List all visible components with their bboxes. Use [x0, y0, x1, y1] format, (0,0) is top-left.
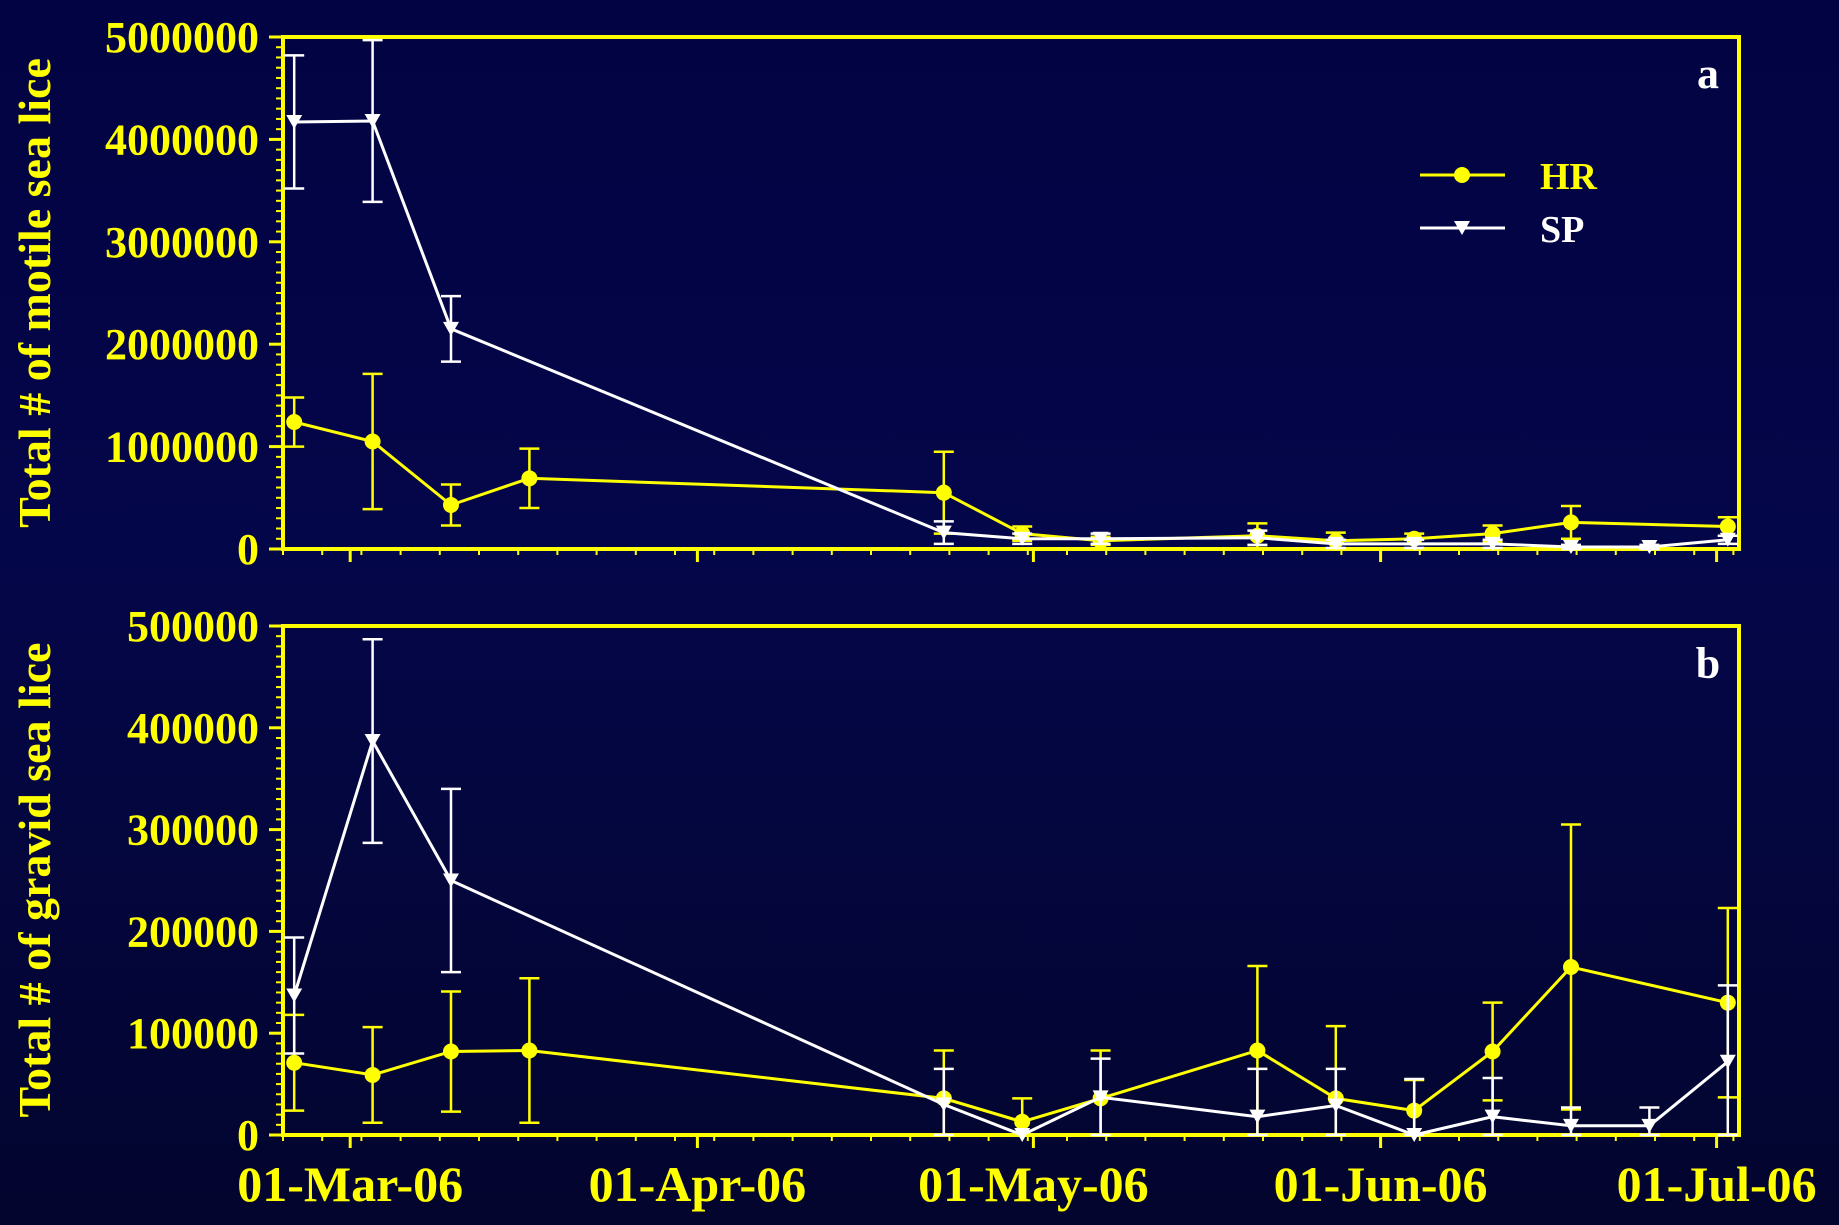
- hr-point: [521, 1042, 538, 1059]
- panel-a-y-ticks: [269, 35, 283, 551]
- sp-point: [443, 873, 459, 888]
- y-tick-label: 2000000: [105, 320, 259, 369]
- sp-point: [1092, 531, 1109, 546]
- sp-line: [292, 737, 1729, 1137]
- x-tick-label: 01-Jul-06: [1617, 1156, 1817, 1212]
- hr-point: [1484, 1043, 1501, 1060]
- sp-point: [1484, 1109, 1501, 1124]
- series-hr: [284, 372, 1738, 551]
- sp-point: [1719, 532, 1736, 547]
- legend-hr-marker: [1454, 167, 1470, 183]
- sp-point: [364, 113, 381, 128]
- panel-b-y-ticks: [269, 624, 283, 1137]
- sp-point: [1406, 1128, 1423, 1142]
- y-tick-label: 1000000: [105, 423, 259, 472]
- sp-point: [1327, 1098, 1344, 1113]
- hr-point: [1249, 1042, 1266, 1059]
- x-tick-label: 01-Jun-06: [1274, 1156, 1488, 1212]
- hr-line: [293, 965, 1729, 1124]
- panel-a-y-axis-label: Total # of motile sea lice: [9, 58, 60, 528]
- sp-point: [1719, 1054, 1736, 1069]
- hr-point: [364, 1066, 381, 1083]
- sp-point: [1563, 539, 1579, 554]
- panel-a-series: [284, 38, 1738, 554]
- sp-point: [364, 734, 381, 749]
- y-tick-label: 0: [237, 1111, 259, 1160]
- legend-hr-label: HR: [1540, 156, 1598, 198]
- panel-a-label: a: [1697, 49, 1719, 98]
- y-tick-label: 200000: [127, 907, 259, 956]
- sp-point: [1249, 1109, 1266, 1124]
- panel-b-frame: [281, 624, 1741, 1137]
- sp-point: [1641, 539, 1658, 554]
- hr-point: [443, 1043, 459, 1060]
- series-sp: [284, 38, 1738, 554]
- hr-point: [1563, 959, 1579, 976]
- hr-point: [286, 1054, 303, 1071]
- y-tick-label: 0: [237, 525, 259, 574]
- x-tick-label: 01-Apr-06: [589, 1156, 807, 1212]
- y-tick-label: 3000000: [105, 218, 259, 267]
- sp-point: [1484, 536, 1501, 551]
- series-hr: [284, 823, 1738, 1137]
- hr-point: [286, 414, 303, 431]
- panel-a-y-tick-labels: 0 1000000 2000000 3000000 4000000 5000000: [105, 13, 259, 574]
- sp-point: [935, 525, 952, 540]
- y-tick-label: 5000000: [105, 13, 259, 62]
- sp-line: [294, 119, 1728, 549]
- panel-b-gravid-lice-chart: 0 100000 200000 300000 400000 500000 01-Mar-0…: [9, 602, 1817, 1212]
- sp-point: [1406, 536, 1423, 551]
- sp-point: [443, 321, 459, 336]
- sp-point: [1249, 530, 1266, 545]
- hr-line: [293, 420, 1728, 543]
- sp-point: [1327, 536, 1344, 551]
- panel-b-y-axis-label: Total # of gravid sea lice: [9, 643, 60, 1118]
- y-tick-label: 4000000: [105, 115, 259, 164]
- sp-point: [1641, 1118, 1658, 1133]
- sp-point: [286, 988, 303, 1003]
- y-tick-label: 100000: [127, 1009, 259, 1058]
- sp-point: [1092, 1090, 1109, 1105]
- legend-sp-marker: [1454, 221, 1470, 235]
- hr-point: [935, 484, 952, 501]
- x-tick-label: 01-Mar-06: [237, 1156, 463, 1212]
- panel-b-y-tick-labels: 0 100000 200000 300000 400000 500000: [127, 602, 259, 1160]
- y-tick-label: 400000: [127, 704, 259, 753]
- hr-point: [521, 470, 538, 487]
- x-tick-label: 01-May-06: [918, 1156, 1149, 1212]
- sp-point: [1014, 531, 1031, 546]
- y-tick-label: 300000: [127, 806, 259, 855]
- panel-a-frame: [281, 35, 1741, 551]
- sp-point: [1014, 1128, 1031, 1142]
- hr-point: [443, 496, 459, 513]
- sp-point: [935, 1097, 952, 1112]
- sp-point: [286, 114, 303, 129]
- panel-b-label: b: [1696, 639, 1720, 688]
- y-tick-label: 500000: [127, 602, 259, 651]
- panel-b-x-tick-labels: 01-Mar-06 01-Apr-06 01-May-06 01-Jun-06 01-J…: [237, 1156, 1816, 1212]
- panel-b-x-ticks: [282, 1135, 1735, 1148]
- panel-a-motile-lice-chart: 0 1000000 2000000 3000000 4000000 5000000 Tot…: [9, 13, 1741, 574]
- series-sp: [284, 637, 1738, 1142]
- hr-point: [1719, 518, 1736, 535]
- legend-sp-label: SP: [1540, 209, 1584, 251]
- legend: HR SP: [1420, 156, 1598, 251]
- hr-point: [364, 433, 381, 450]
- hr-point: [1014, 1113, 1031, 1130]
- sp-point: [1563, 1118, 1579, 1133]
- panel-b-series: [284, 637, 1738, 1142]
- hr-point: [1563, 514, 1579, 531]
